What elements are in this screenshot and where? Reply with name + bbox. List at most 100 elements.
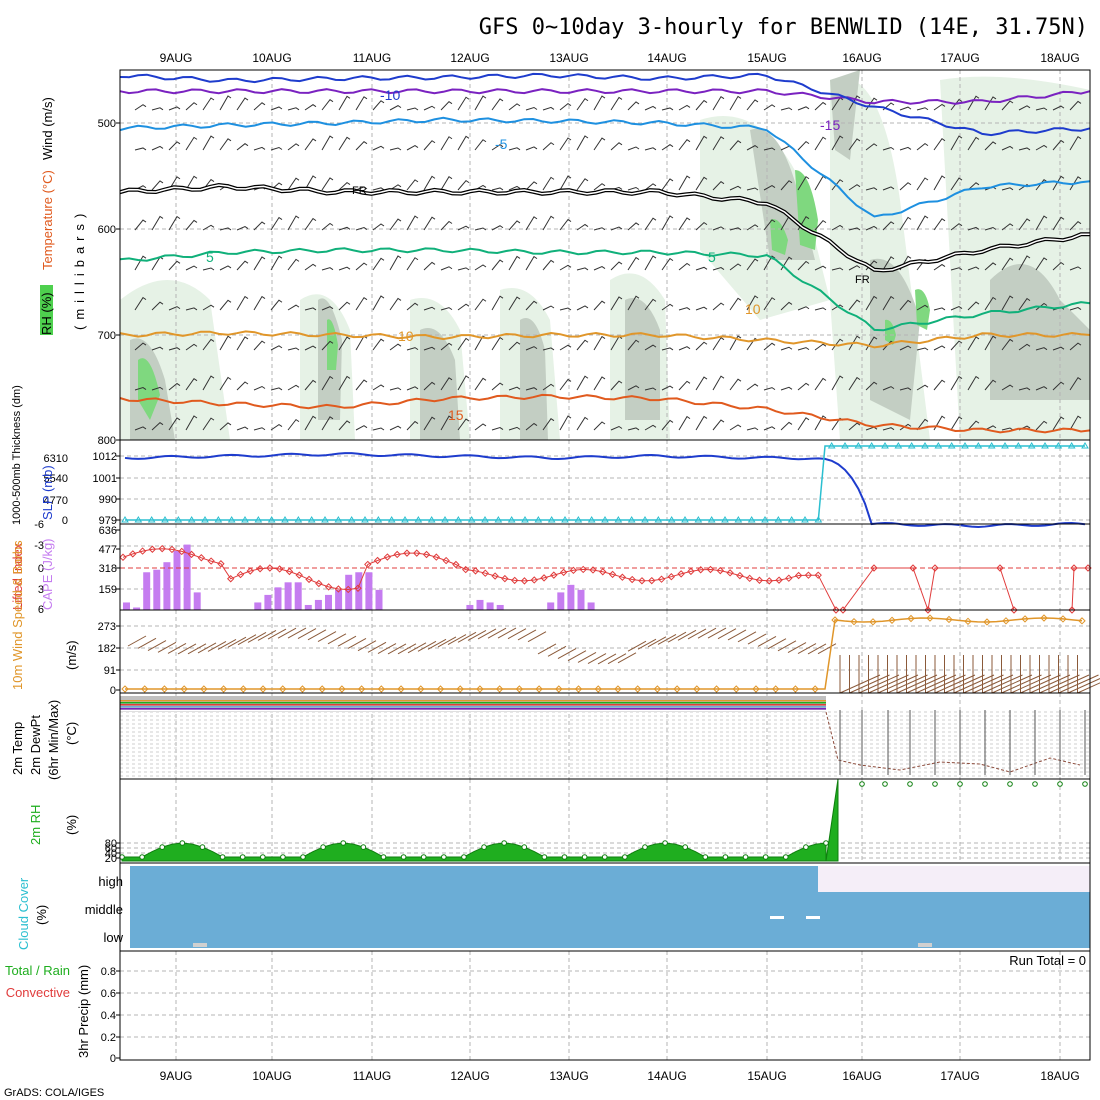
rh-marker xyxy=(1007,781,1013,787)
wind-marker xyxy=(377,685,386,693)
wind-marker xyxy=(338,685,346,693)
wind-marker xyxy=(318,685,326,693)
lifted-index-marker xyxy=(931,564,939,572)
y-tick-label: 990 xyxy=(99,494,117,506)
lifted-index-marker xyxy=(236,570,245,579)
rh-marker xyxy=(320,844,326,850)
label-wind10-unit: (m/s) xyxy=(64,640,79,670)
rh-marker xyxy=(380,854,387,860)
rh-marker xyxy=(541,854,548,860)
thickness-marker xyxy=(681,516,689,523)
label-millibars: (millibars) xyxy=(72,208,87,330)
y-tick-label-left: 4770 xyxy=(44,495,68,507)
wind-marker xyxy=(436,685,445,693)
lifted-index-marker xyxy=(129,550,137,558)
label-2m-dewpt: 2m DewPt xyxy=(28,715,43,775)
thickness-marker xyxy=(441,516,449,523)
rh-marker xyxy=(957,781,963,787)
thickness-marker xyxy=(507,516,516,523)
thickness-marker xyxy=(361,516,369,523)
thickness-markers xyxy=(121,442,1089,523)
thickness-marker xyxy=(467,516,476,523)
thickness-marker xyxy=(961,442,969,449)
lifted-index-marker xyxy=(178,547,186,556)
thickness-marker xyxy=(747,516,756,523)
contour-line xyxy=(119,72,1091,137)
rh-marker xyxy=(762,854,769,860)
wind-marker xyxy=(850,617,858,626)
thickness-marker xyxy=(974,442,983,449)
thickness-marker xyxy=(494,516,503,523)
rh-marker xyxy=(481,844,487,850)
rh-marker xyxy=(803,844,809,850)
date-label-top: 13AUG xyxy=(549,51,588,65)
rh-marker xyxy=(441,854,447,860)
thickness-marker xyxy=(267,516,276,523)
wind-marker xyxy=(357,685,366,693)
lifted-index-marker xyxy=(726,569,734,577)
cape-bar xyxy=(557,592,565,610)
wind-marker xyxy=(633,685,642,693)
cape-bar xyxy=(163,562,171,610)
lifted-index-marker xyxy=(924,606,932,614)
y-tick-label: 0.8 xyxy=(101,966,116,978)
thickness-marker xyxy=(587,516,596,523)
cape-bar xyxy=(587,602,595,610)
rh-marker xyxy=(300,854,306,860)
thickness-marker xyxy=(827,442,836,449)
rh2m-area xyxy=(121,778,839,862)
date-axis-bottom: 9AUG 10AUG 11AUG 12AUG 13AUG 14AUG 15AUG 16AUG 1… xyxy=(160,1069,1080,1083)
wind-marker xyxy=(574,685,583,693)
lifted-index-marker xyxy=(471,567,480,575)
cape-bar xyxy=(466,604,474,610)
wind-marker xyxy=(712,685,721,693)
wind-marker xyxy=(1040,614,1048,622)
thickness-marker xyxy=(414,516,423,523)
contour-label-minus5: -5 xyxy=(495,136,508,152)
lifted-index-marker xyxy=(839,606,847,614)
lifted-index-marker xyxy=(697,566,705,574)
cape-bar xyxy=(304,604,312,610)
label-cape: CAPE (J/kg) xyxy=(40,538,55,610)
label-2m-rh: 2m RH xyxy=(28,805,43,845)
lifted-index-marker xyxy=(481,569,489,577)
wind-marker xyxy=(180,685,188,693)
rh-marker xyxy=(1032,781,1038,787)
contour-line xyxy=(119,184,1090,272)
rh-marker xyxy=(702,854,709,860)
lifted-index-marker xyxy=(755,576,764,584)
thickness-marker xyxy=(627,516,636,523)
thickness-marker xyxy=(814,516,823,523)
y-tick-label: 91 xyxy=(104,665,116,677)
lifted-index-marker xyxy=(491,572,499,580)
wind-marker xyxy=(1059,615,1067,623)
rh-marker xyxy=(823,840,829,846)
lifted-index-marker xyxy=(158,544,166,553)
thickness-marker xyxy=(854,442,863,449)
y-tick-label-left: -3 xyxy=(34,540,44,552)
date-label-top: 14AUG xyxy=(647,51,686,65)
thickness-line xyxy=(125,445,1085,521)
rh-marker xyxy=(742,854,749,860)
lifted-index-marker xyxy=(804,571,813,579)
wind-marker xyxy=(831,616,839,624)
rh-marker xyxy=(662,840,668,846)
thickness-marker xyxy=(427,516,436,523)
lifted-index-marker xyxy=(364,560,372,569)
cape-bar xyxy=(375,589,383,610)
lifted-index-marker xyxy=(510,576,519,585)
thickness-marker xyxy=(214,516,223,523)
panel-labels: RH (%) Temperature (°C) Wind (m/s) (mill… xyxy=(5,97,91,1058)
lifted-index-marker xyxy=(832,606,840,614)
rh-marker xyxy=(340,840,347,846)
lifted-index-marker xyxy=(168,545,176,554)
thickness-marker xyxy=(761,516,769,523)
thickness-marker xyxy=(334,516,343,523)
contour-line xyxy=(119,247,1091,332)
temp-stripe xyxy=(120,708,826,710)
y-tick-label: 159 xyxy=(99,584,117,596)
wind-marker xyxy=(964,617,972,626)
lifted-index-marker xyxy=(706,565,715,574)
wind-marker xyxy=(397,685,405,693)
wind-marker xyxy=(653,685,662,693)
